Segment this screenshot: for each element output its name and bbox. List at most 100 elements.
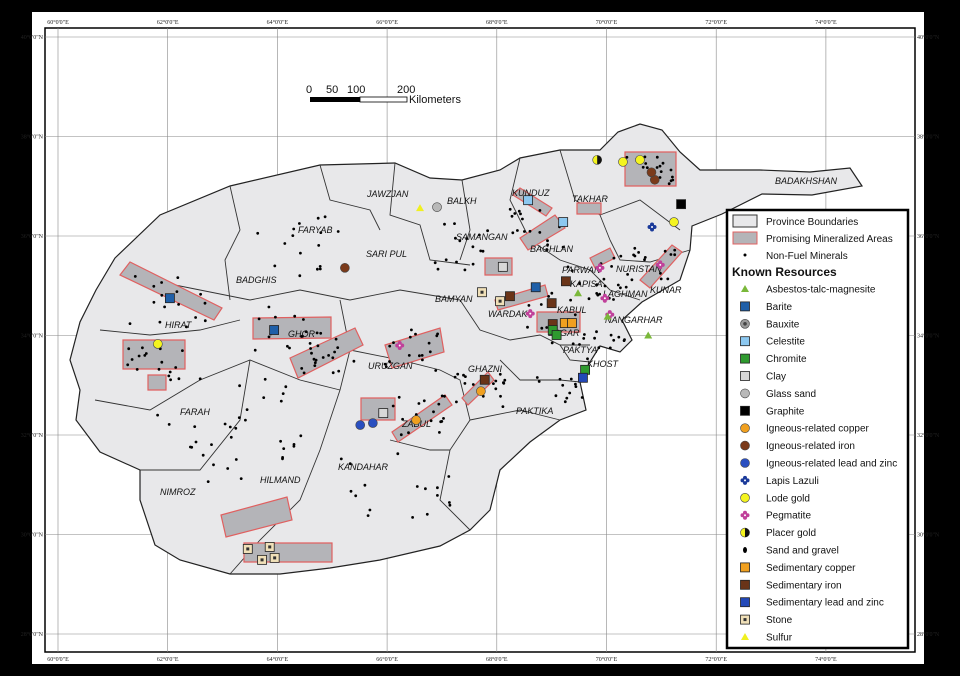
non-fuel-mineral-dot	[669, 253, 673, 256]
longitude-label: 60°0'0"E	[47, 656, 69, 663]
non-fuel-mineral-dot	[135, 368, 139, 371]
latitude-label: 40°0'0"N	[917, 34, 940, 41]
non-fuel-mineral-dot	[458, 239, 462, 243]
non-fuel-mineral-dot	[292, 227, 296, 231]
non-fuel-mineral-dot	[158, 320, 162, 324]
latitude-label: 40°0'0"N	[21, 34, 44, 41]
non-fuel-mineral-dot	[434, 369, 438, 372]
non-fuel-mineral-dot	[194, 316, 198, 319]
legend-dot-swatch	[743, 253, 747, 257]
latitude-label: 34°0'0"N	[21, 333, 44, 340]
legend-label: Igneous-related iron	[766, 441, 855, 452]
non-fuel-mineral-dot	[671, 178, 675, 182]
province-boundary	[469, 409, 561, 421]
resource-lode-gold-symbol	[618, 157, 628, 167]
non-fuel-mineral-dot	[508, 207, 512, 211]
non-fuel-mineral-dot	[349, 489, 353, 493]
legend-sulfur-icon	[741, 633, 749, 640]
non-fuel-mineral-dot	[477, 233, 481, 237]
non-fuel-mineral-dot	[143, 354, 147, 357]
non-fuel-mineral-dot	[176, 276, 180, 279]
non-fuel-mineral-dot	[566, 265, 570, 269]
legend-bauxite-icon	[740, 318, 750, 329]
non-fuel-mineral-dot	[479, 249, 483, 253]
non-fuel-mineral-dot	[569, 298, 572, 302]
non-fuel-mineral-dot	[302, 371, 306, 375]
scale-label: 50	[326, 84, 338, 96]
province-label: SAMANGAN	[456, 232, 508, 242]
non-fuel-mineral-dot	[384, 365, 388, 369]
non-fuel-mineral-dot	[315, 331, 319, 335]
non-fuel-mineral-dot	[448, 503, 452, 507]
non-fuel-mineral-dot	[302, 318, 305, 321]
province-label: KHOST	[587, 359, 620, 369]
non-fuel-mineral-dot	[511, 231, 515, 235]
resource-stone-symbol	[269, 552, 280, 563]
non-fuel-mineral-dot	[619, 286, 622, 290]
non-fuel-mineral-dot	[561, 383, 565, 387]
non-fuel-mineral-dot	[388, 360, 391, 363]
resource-celestite-symbol	[523, 195, 533, 206]
resource-clay-symbol	[378, 408, 389, 419]
mineralized-area	[122, 339, 186, 370]
province-boundary	[599, 199, 681, 231]
non-fuel-mineral-dot	[229, 435, 233, 439]
non-fuel-mineral-dot	[411, 516, 414, 519]
non-fuel-mineral-dot	[368, 508, 372, 512]
legend-label: Lode gold	[766, 493, 810, 504]
non-fuel-mineral-dot	[238, 384, 242, 388]
resource-sedimentary-copper-symbol	[567, 318, 577, 328]
resource-sedimentary-iron-symbol	[561, 276, 571, 287]
latitude-label: 34°0'0"N	[917, 333, 940, 340]
non-fuel-mineral-dot	[568, 391, 572, 395]
resource-pegmatite-symbol	[600, 293, 610, 303]
resource-pegmatite-symbol	[395, 340, 405, 350]
non-fuel-mineral-dot	[163, 305, 167, 309]
non-fuel-mineral-dot	[316, 267, 319, 271]
non-fuel-mineral-dot	[331, 356, 335, 360]
non-fuel-mineral-dot	[673, 248, 677, 252]
legend-label: Graphite	[766, 406, 805, 417]
longitude-label: 66°0'0"E	[376, 656, 398, 663]
legend-label: Placer gold	[766, 528, 816, 539]
non-fuel-mineral-dot	[437, 402, 441, 406]
legend-sedimentary-copper-icon	[740, 562, 750, 573]
latitude-label: 36°0'0"N	[21, 233, 44, 240]
legend-sand-gravel-icon	[743, 547, 747, 553]
legend-label: Sand and gravel	[766, 546, 839, 557]
province-boundary	[389, 439, 450, 451]
legend-label: Barite	[766, 302, 793, 313]
province-label: URUZGAN	[368, 361, 413, 371]
resource-pegmatite-symbol	[525, 309, 535, 319]
province-label: GHAZNI	[468, 364, 503, 374]
province-boundary	[459, 179, 471, 261]
non-fuel-mineral-dot	[550, 341, 554, 345]
province-boundary	[319, 164, 381, 231]
non-fuel-mineral-dot	[633, 246, 637, 250]
longitude-label: 64°0'0"E	[267, 656, 289, 663]
non-fuel-mineral-dot	[185, 325, 188, 329]
province-boundary	[529, 239, 641, 301]
non-fuel-mineral-dot	[313, 361, 317, 365]
non-fuel-mineral-dot	[348, 462, 352, 466]
non-fuel-mineral-dot	[671, 175, 674, 179]
resource-sedimentary-iron-symbol	[546, 298, 557, 309]
non-fuel-mineral-dot	[363, 483, 367, 487]
non-fuel-mineral-dot	[517, 209, 521, 213]
non-fuel-mineral-dot	[234, 458, 238, 461]
province-label: HIRAT	[165, 320, 193, 330]
non-fuel-mineral-dot	[388, 344, 392, 348]
non-fuel-mineral-dot	[528, 229, 532, 233]
resource-igneous-lead-zinc-symbol	[368, 418, 378, 428]
non-fuel-mineral-dot	[558, 377, 562, 381]
resource-sulfur-symbol	[416, 204, 425, 212]
non-fuel-mineral-dot	[408, 335, 412, 339]
non-fuel-mineral-dot	[234, 426, 238, 430]
non-fuel-mineral-dot	[443, 222, 446, 226]
mineralized-area	[519, 214, 566, 251]
non-fuel-mineral-dot	[603, 284, 607, 288]
non-fuel-mineral-dot	[291, 234, 295, 238]
non-fuel-mineral-dot	[432, 410, 435, 414]
non-fuel-mineral-dot	[334, 337, 338, 341]
longitude-label: 72°0'0"E	[705, 19, 727, 26]
